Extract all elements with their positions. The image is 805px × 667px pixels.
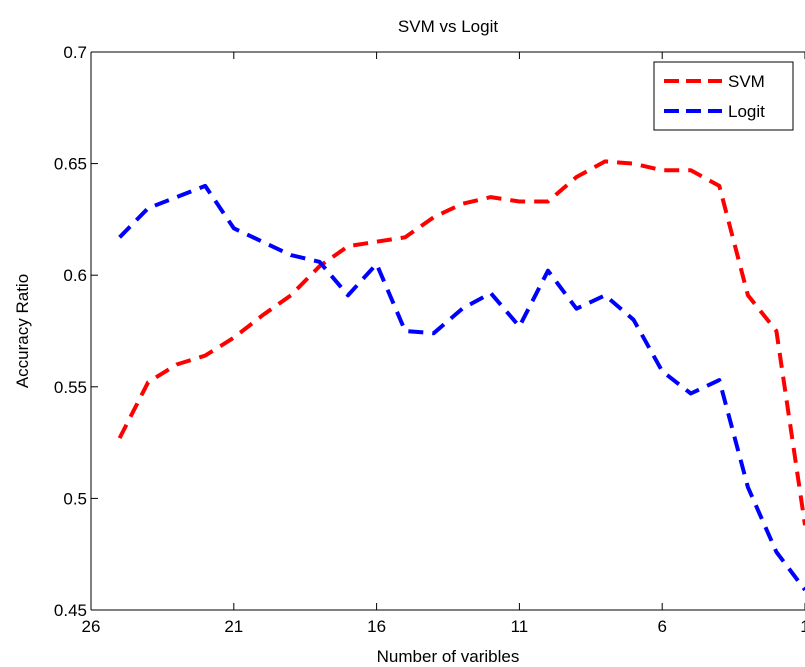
chart-title: SVM vs Logit [398,17,498,36]
y-tick-label: 0.6 [63,266,87,285]
series-line-svm [117,159,805,526]
x-tick-label: 26 [82,617,101,636]
x-tick-label: 1 [800,617,805,636]
legend-box [653,61,794,131]
legend-label-svm: SVM [728,72,765,91]
legend: SVM Logit [653,61,794,131]
y-tick-label: 0.45 [54,601,87,620]
y-tick-label: 0.7 [63,43,87,62]
x-axis-label: Number of varibles [377,647,520,666]
plot-area [90,51,805,611]
legend-label-logit: Logit [728,102,765,121]
plot-background [91,52,805,610]
tick-labels: 26 21 16 11 6 1 0.45 0.5 0.55 0.6 0.65 0.7 [54,43,805,636]
x-tick-label: 11 [511,617,529,636]
y-tick-label: 0.5 [63,489,87,508]
series-layer [117,159,805,592]
x-tick-label: 21 [224,617,243,636]
x-tick-label: 6 [657,617,666,636]
y-tick-label: 0.65 [54,155,87,174]
x-tick-label: 16 [367,617,386,636]
y-axis-label: Accuracy Ratio [13,274,32,388]
y-tick-label: 0.55 [54,378,87,397]
series-line-logit [118,183,805,592]
axes-layer [90,51,805,611]
